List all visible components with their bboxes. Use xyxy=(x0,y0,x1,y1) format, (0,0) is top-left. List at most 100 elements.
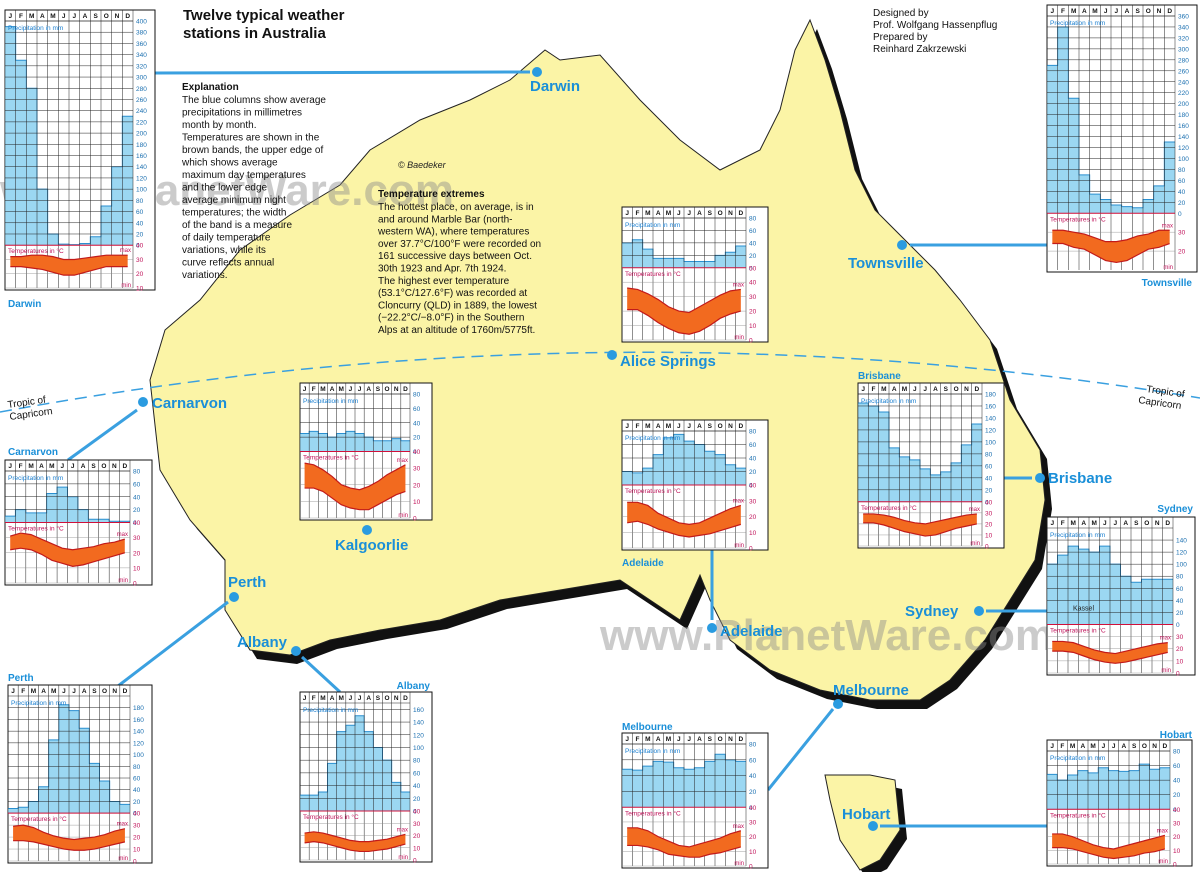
y-tick-label: 60 xyxy=(413,406,421,413)
month-label: F xyxy=(19,463,23,470)
month-label: A xyxy=(697,423,702,430)
month-label: S xyxy=(92,688,97,695)
y-tick-label: 40 xyxy=(1173,778,1181,785)
precipitation-bar xyxy=(15,509,26,523)
min-temperature-line xyxy=(627,309,741,335)
precipitation-bar xyxy=(889,447,900,502)
y-tick-label: 0 xyxy=(749,483,753,490)
temperature-band xyxy=(1052,230,1170,263)
extremes-line: 30th 1923 and Apr. 7th 1924. xyxy=(378,264,506,275)
month-label: J xyxy=(11,688,15,695)
month-label: F xyxy=(636,736,640,743)
precipitation-bar xyxy=(101,205,112,246)
y-tick-label: 60 xyxy=(749,228,757,235)
month-label: A xyxy=(1081,520,1086,527)
month-label: M xyxy=(645,736,650,743)
month-label: N xyxy=(394,386,399,393)
precipitation-label: Precipitation in mm xyxy=(1050,755,1105,762)
precipitation-bar xyxy=(1088,772,1099,810)
precipitation-bar xyxy=(1098,767,1109,810)
month-label: A xyxy=(1122,743,1127,750)
precipitation-bar xyxy=(940,471,951,502)
precipitation-bar xyxy=(57,487,68,523)
map-label: Adelaide xyxy=(720,623,783,640)
precipitation-label: Precipitation in mm xyxy=(861,398,916,405)
precipitation-bar xyxy=(89,763,100,814)
station-dot xyxy=(138,397,148,407)
temp-tick-label: 30 xyxy=(1178,230,1186,237)
precipitation-bar xyxy=(309,431,319,452)
precipitation-bar xyxy=(400,791,410,811)
y-tick-label: 120 xyxy=(985,427,996,434)
max-label: max xyxy=(733,282,744,288)
chart-caption: Hobart xyxy=(1160,730,1193,741)
explanation-line: curve reflects annual xyxy=(182,258,274,269)
precipitation-bar xyxy=(622,471,633,485)
precipitation-bar xyxy=(1079,174,1090,214)
temperature-band xyxy=(304,831,406,852)
temp-tick-label: 0 xyxy=(749,864,753,871)
precipitation-bar xyxy=(355,715,365,811)
y-tick-label: 40 xyxy=(133,787,141,794)
precipitation-bar xyxy=(1100,199,1111,214)
month-label: O xyxy=(104,13,109,20)
month-label: A xyxy=(366,695,371,702)
temp-tick-label: 10 xyxy=(749,323,757,330)
max-temperature-line xyxy=(627,287,741,314)
precipitation-bar xyxy=(1129,770,1140,810)
temp-tick-label: 10 xyxy=(1173,848,1181,855)
month-label: N xyxy=(964,386,969,393)
temp-tick-label: 40 xyxy=(749,805,757,812)
y-tick-label: 120 xyxy=(133,740,144,747)
precipitation-bar xyxy=(704,451,715,485)
precipitation-bar xyxy=(632,239,643,268)
map-label: Sydney xyxy=(905,603,959,620)
precipitation-bar xyxy=(715,454,726,485)
credit: Reinhard Zakrzewski xyxy=(873,44,966,55)
month-label: A xyxy=(697,210,702,217)
y-tick-label: 60 xyxy=(1178,178,1186,185)
station-dot xyxy=(974,606,984,616)
max-label: max xyxy=(397,827,408,833)
copyright: © Baedeker xyxy=(398,160,447,170)
y-tick-label: 40 xyxy=(413,420,421,427)
precipitation-bar xyxy=(1078,549,1089,625)
precipitation-bar xyxy=(1057,555,1068,625)
min-temperature-line xyxy=(863,522,977,537)
precipitation-bar xyxy=(373,747,383,811)
precipitation-bar xyxy=(18,807,29,814)
precipitation-bar xyxy=(336,731,346,811)
extremes-line: over 37.7°C/100°F were recorded on xyxy=(378,239,541,250)
y-tick-label: 40 xyxy=(1178,189,1186,196)
temp-tick-label: 30 xyxy=(413,466,421,473)
month-label: J xyxy=(1113,520,1117,527)
y-tick-label: 140 xyxy=(413,720,424,727)
precipitation-bar xyxy=(364,731,374,811)
min-label: min xyxy=(734,543,744,549)
station-dot xyxy=(868,821,878,831)
credit: Prof. Wolfgang Hassenpflug xyxy=(873,20,997,31)
temp-tick-label: 20 xyxy=(1178,249,1186,256)
max-label: max xyxy=(397,458,408,464)
month-label: A xyxy=(40,13,45,20)
y-tick-label: 160 xyxy=(985,403,996,410)
temp-tick-label: 0 xyxy=(749,338,753,345)
temp-tick-label: 30 xyxy=(136,257,144,264)
chart-caption: Carnarvon xyxy=(8,447,58,458)
month-label: A xyxy=(656,736,661,743)
month-label: A xyxy=(366,386,371,393)
y-tick-label: 80 xyxy=(133,469,141,476)
month-label: D xyxy=(1163,743,1168,750)
month-label: S xyxy=(1134,520,1139,527)
explanation-line: Temperatures are shown in the xyxy=(182,133,320,144)
precipitation-bar xyxy=(684,769,695,808)
y-tick-label: 0 xyxy=(413,449,417,456)
month-label: J xyxy=(625,736,629,743)
temperature-band xyxy=(10,533,125,567)
precipitation-bar xyxy=(673,434,684,485)
precipitation-bar xyxy=(735,245,746,268)
temp-tick-label: 20 xyxy=(133,550,141,557)
month-label: D xyxy=(123,688,128,695)
month-label: M xyxy=(1092,8,1097,15)
